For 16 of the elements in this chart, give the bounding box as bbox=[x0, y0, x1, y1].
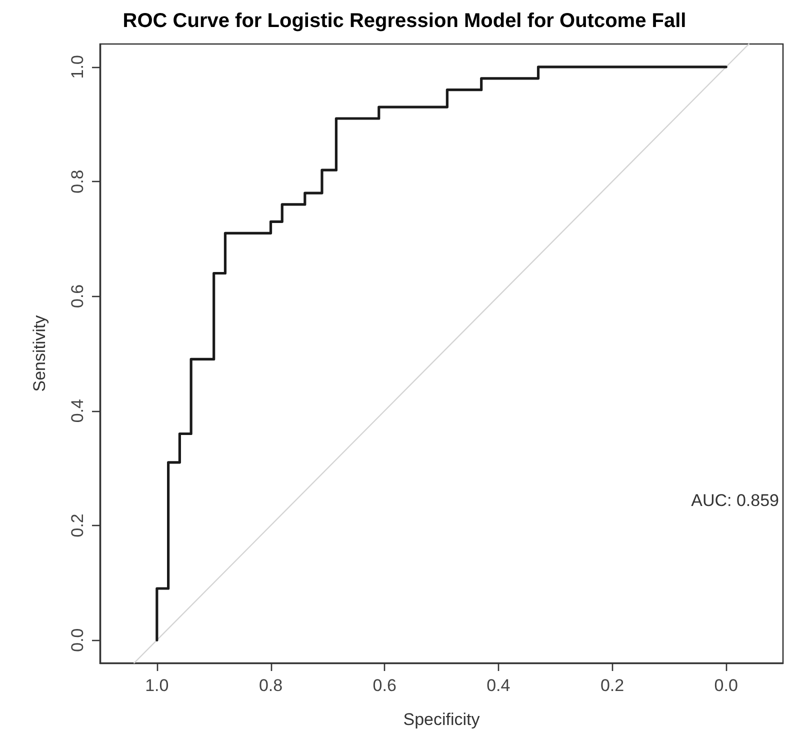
y-tick-label: 0.0 bbox=[68, 628, 87, 652]
y-tick-label: 0.8 bbox=[68, 170, 87, 194]
x-axis-title: Specificity bbox=[403, 710, 480, 729]
y-tick-label: 1.0 bbox=[68, 55, 87, 79]
y-tick-label: 0.4 bbox=[68, 398, 87, 423]
y-tick-label: 0.6 bbox=[68, 284, 87, 308]
y-tick-label: 0.2 bbox=[68, 514, 87, 538]
chart-title: ROC Curve for Logistic Regression Model for Outcome Fall bbox=[122, 10, 686, 32]
annotation: AUC: 0.859 bbox=[691, 491, 780, 510]
y-axis-title: Sensitivity bbox=[30, 314, 49, 392]
x-tick-label: 0.0 bbox=[714, 676, 738, 695]
x-tick-label: 0.4 bbox=[486, 676, 510, 695]
x-tick-label: 0.6 bbox=[372, 676, 396, 695]
x-tick-label: 1.0 bbox=[145, 676, 169, 695]
x-tick-label: 0.8 bbox=[258, 676, 283, 695]
x-tick-label: 0.2 bbox=[600, 676, 624, 695]
